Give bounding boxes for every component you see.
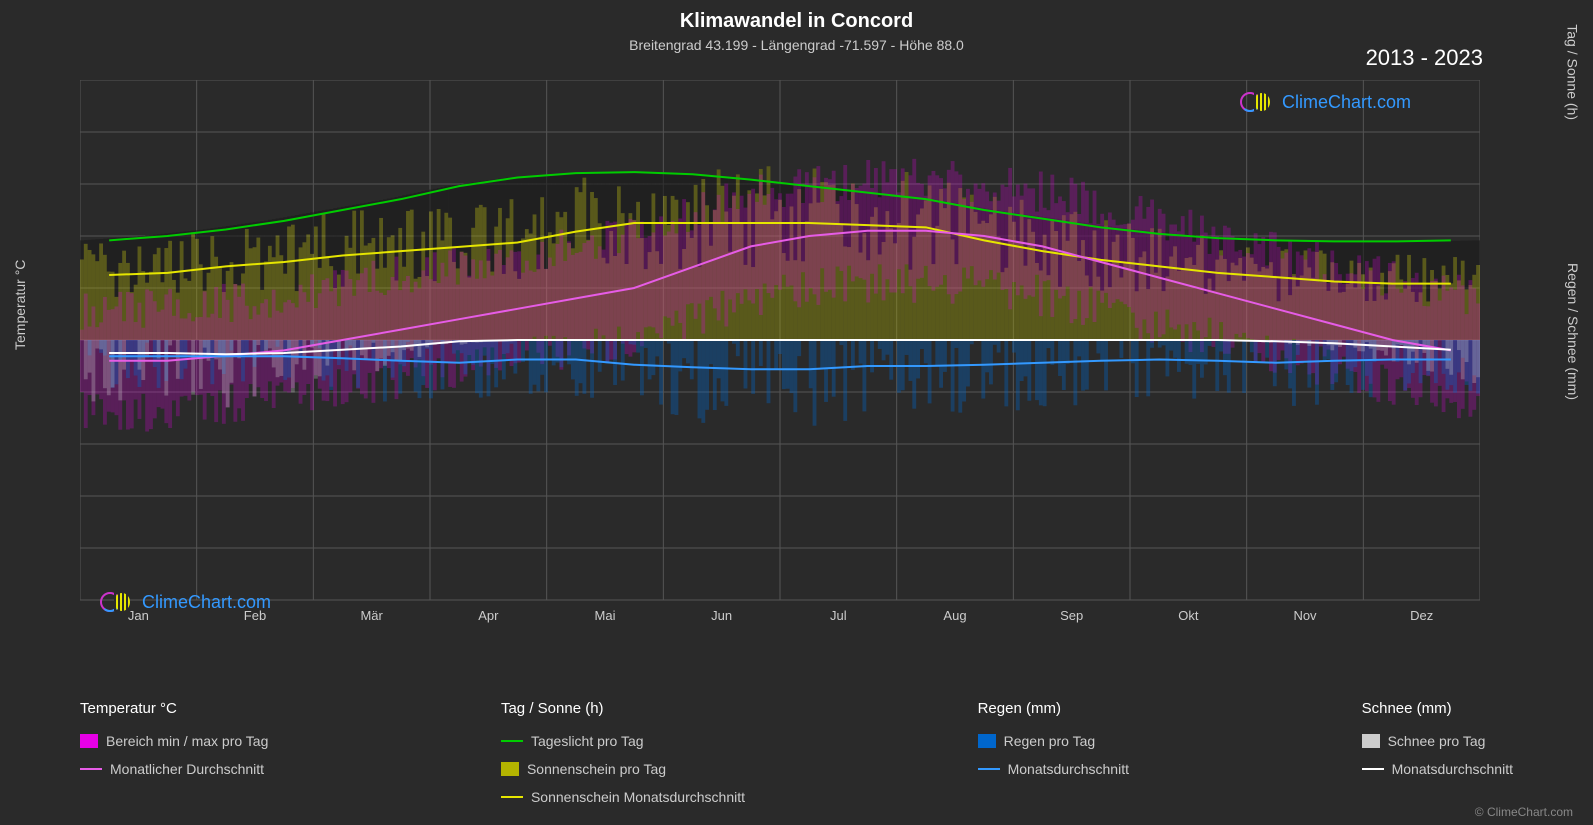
watermark: ClimeChart.com	[1240, 90, 1411, 114]
legend-swatch	[80, 734, 98, 748]
axis-label-precip: Regen / Schnee (mm)	[1565, 263, 1581, 400]
year-range: 2013 - 2023	[1366, 45, 1483, 71]
legend-label: Sonnenschein pro Tag	[527, 761, 666, 777]
svg-text:Okt: Okt	[1178, 608, 1199, 623]
legend-swatch	[501, 740, 523, 742]
svg-text:Sep: Sep	[1060, 608, 1083, 623]
svg-text:Apr: Apr	[478, 608, 499, 623]
legend-label: Sonnenschein Monatsdurchschnitt	[531, 789, 745, 805]
watermark-text: ClimeChart.com	[1282, 92, 1411, 113]
svg-text:Mai: Mai	[595, 608, 616, 623]
svg-text:Aug: Aug	[943, 608, 966, 623]
legend-item: Bereich min / max pro Tag	[80, 733, 268, 749]
legend-label: Monatsdurchschnitt	[1008, 761, 1129, 777]
legend-header: Regen (mm)	[978, 700, 1129, 717]
watermark-text: ClimeChart.com	[142, 592, 271, 613]
climechart-logo-icon	[100, 590, 136, 614]
svg-text:Mär: Mär	[360, 608, 383, 623]
legend-swatch	[501, 762, 519, 776]
legend-group: Temperatur °C Bereich min / max pro Tag Mo…	[80, 700, 268, 805]
legend-item: Monatlicher Durchschnitt	[80, 761, 268, 777]
legend: Temperatur °C Bereich min / max pro Tag Mo…	[80, 700, 1513, 805]
watermark: ClimeChart.com	[100, 590, 271, 614]
legend-group: Tag / Sonne (h) Tageslicht pro Tag Sonnens…	[501, 700, 745, 805]
legend-item: Monatsdurchschnitt	[1362, 761, 1513, 777]
svg-text:Jul: Jul	[830, 608, 847, 623]
svg-text:Jun: Jun	[711, 608, 732, 623]
legend-item: Sonnenschein Monatsdurchschnitt	[501, 789, 745, 805]
legend-swatch	[978, 768, 1000, 770]
legend-swatch	[80, 768, 102, 770]
climechart-logo-icon	[1240, 90, 1276, 114]
legend-swatch	[501, 796, 523, 798]
legend-item: Schnee pro Tag	[1362, 733, 1513, 749]
legend-swatch	[978, 734, 996, 748]
chart-area: 50403020100-10-20-30-40-5024181260102030…	[80, 80, 1480, 630]
legend-header: Schnee (mm)	[1362, 700, 1513, 717]
legend-group: Regen (mm) Regen pro Tag Monatsdurchschnit…	[978, 700, 1129, 805]
chart-subtitle: Breitengrad 43.199 - Längengrad -71.597 …	[0, 33, 1593, 53]
legend-swatch	[1362, 768, 1384, 770]
legend-header: Temperatur °C	[80, 700, 268, 717]
legend-item: Monatsdurchschnitt	[978, 761, 1129, 777]
chart-title: Klimawandel in Concord	[0, 0, 1593, 33]
legend-item: Sonnenschein pro Tag	[501, 761, 745, 777]
axis-label-hours: Tag / Sonne (h)	[1565, 24, 1581, 120]
climate-chart: 50403020100-10-20-30-40-5024181260102030…	[80, 80, 1480, 630]
legend-label: Schnee pro Tag	[1388, 733, 1486, 749]
svg-text:Dez: Dez	[1410, 608, 1433, 623]
legend-group: Schnee (mm) Schnee pro Tag Monatsdurchschn…	[1362, 700, 1513, 805]
axis-label-temperature: Temperatur °C	[12, 260, 28, 350]
legend-label: Regen pro Tag	[1004, 733, 1096, 749]
legend-header: Tag / Sonne (h)	[501, 700, 745, 717]
legend-swatch	[1362, 734, 1380, 748]
legend-label: Monatsdurchschnitt	[1392, 761, 1513, 777]
legend-label: Tageslicht pro Tag	[531, 733, 644, 749]
legend-item: Tageslicht pro Tag	[501, 733, 745, 749]
svg-text:Nov: Nov	[1293, 608, 1317, 623]
legend-label: Monatlicher Durchschnitt	[110, 761, 264, 777]
copyright: © ClimeChart.com	[1475, 805, 1573, 819]
legend-item: Regen pro Tag	[978, 733, 1129, 749]
legend-label: Bereich min / max pro Tag	[106, 733, 268, 749]
